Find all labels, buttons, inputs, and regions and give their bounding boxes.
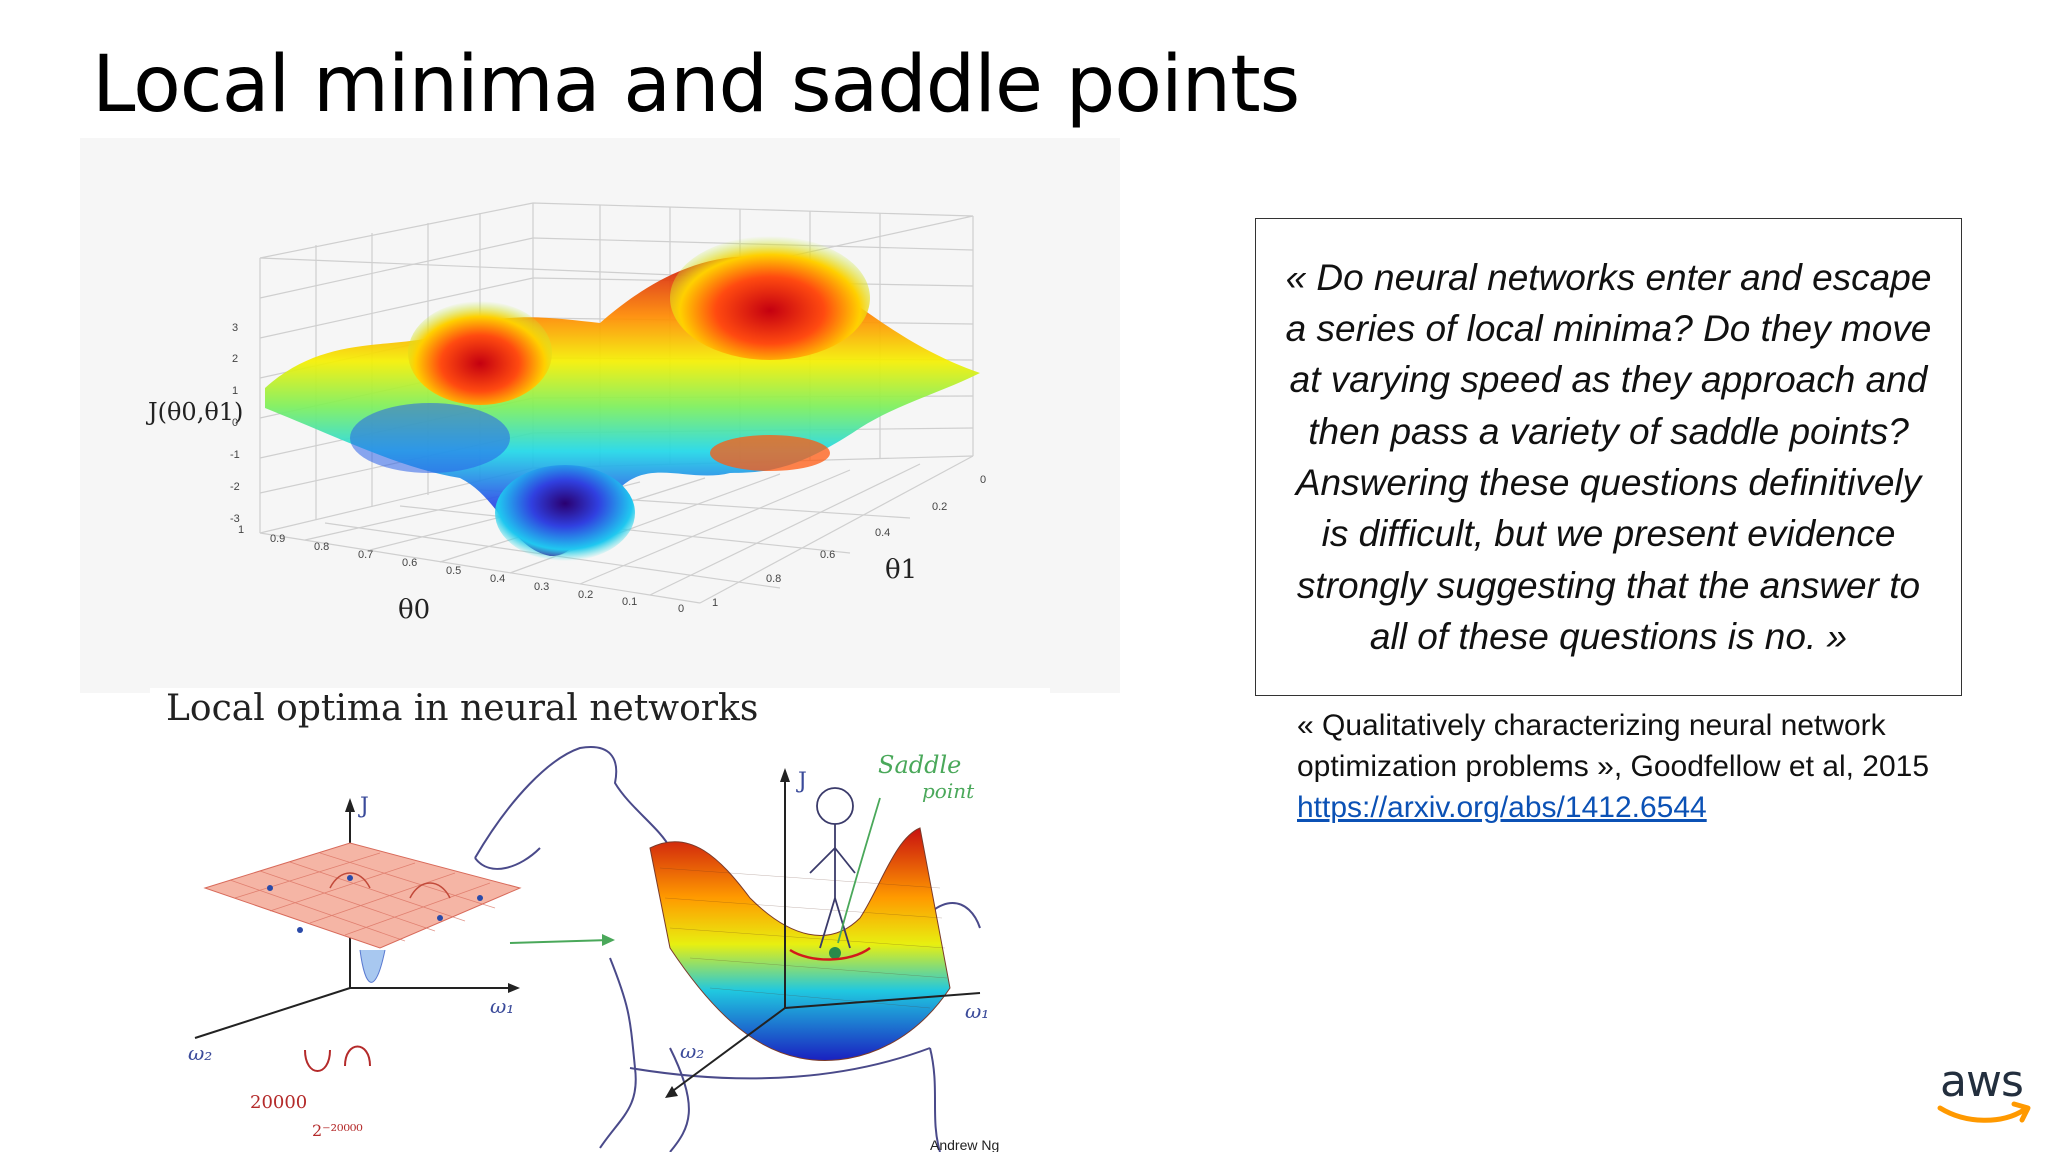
cost-surface — [265, 236, 980, 561]
y-tick: -1 — [230, 449, 240, 461]
z-tick: 0 — [980, 474, 986, 486]
right-axes — [669, 778, 981, 1094]
x-tick: 0.7 — [358, 549, 373, 561]
count-20000: 20000 — [250, 1092, 307, 1113]
quote-text: « Do neural networks enter and escape a … — [1285, 256, 1932, 657]
count-2-power: 2⁻²⁰⁰⁰⁰ — [312, 1121, 363, 1140]
surface-plot-figure: J(θ0,θ1) θ0 θ1 3 2 1 0 -1 -2 -3 1 0.9 0.… — [80, 138, 1120, 693]
y-tick: -2 — [230, 481, 240, 493]
z-tick: 0.4 — [875, 527, 890, 539]
surface-plot-svg: J(θ0,θ1) θ0 θ1 3 2 1 0 -1 -2 -3 1 0.9 0.… — [145, 202, 986, 625]
z-tick: 0.6 — [820, 549, 835, 561]
x-tick: 0.9 — [270, 533, 285, 545]
local-optima-title: Local optima in neural networks — [166, 688, 759, 729]
x-tick: 0.8 — [314, 541, 329, 553]
local-optima-svg: J ω₁ ω₂ 20000 2⁻²⁰⁰⁰⁰ — [188, 746, 999, 1152]
y-tick: 3 — [232, 322, 238, 334]
right-j-label: J — [796, 769, 807, 794]
saddle-label-1: Saddle — [878, 751, 961, 779]
right-w1-label: ω₁ — [965, 999, 989, 1023]
y-tick: 0 — [232, 417, 238, 429]
x-tick: 0.4 — [490, 573, 505, 585]
x-tick: 0.5 — [446, 565, 461, 577]
citation: « Qualitatively characterizing neural ne… — [1297, 705, 1997, 828]
x-tick: 0.2 — [578, 589, 593, 601]
citation-text: « Qualitatively characterizing neural ne… — [1297, 709, 1930, 783]
saddle-surface — [649, 827, 951, 1061]
y-axis-label: J(θ0,θ1) — [145, 398, 243, 426]
x-tick: 0.6 — [402, 557, 417, 569]
x-tick: 0.1 — [622, 596, 637, 608]
x-tick: 1 — [238, 524, 244, 536]
z-tick: 1 — [712, 597, 718, 609]
y-ticks: 3 2 1 0 -1 -2 -3 — [230, 322, 240, 525]
saddle-label-2: point — [922, 779, 975, 803]
citation-link[interactable]: https://arxiv.org/abs/1412.6544 — [1297, 791, 1707, 824]
x-tick: 0 — [678, 603, 684, 615]
left-w1-label: ω₁ — [490, 994, 514, 1018]
y-tick: 2 — [232, 353, 238, 365]
local-optima-figure: Local optima in neural networks — [150, 688, 1050, 1152]
pink-mesh-surface — [203, 842, 522, 983]
y-tick: -3 — [230, 513, 240, 525]
slide-title: Local minima and saddle points — [92, 40, 1300, 130]
right-w2-label: ω₂ — [680, 1039, 704, 1063]
left-w2-label: ω₂ — [188, 1041, 212, 1065]
aws-smile-icon — [1937, 1101, 2031, 1123]
quote-box: « Do neural networks enter and escape a … — [1255, 218, 1962, 696]
x-ticks: 1 0.9 0.8 0.7 0.6 0.5 0.4 0.3 0.2 0.1 0 — [238, 524, 684, 615]
z-ticks: 0 0.2 0.4 0.6 0.8 1 — [712, 474, 986, 609]
y-tick: 1 — [232, 385, 238, 397]
stick-figure — [809, 787, 856, 949]
z-tick: 0.8 — [766, 573, 781, 585]
aws-logo-text: aws — [1940, 1056, 2024, 1107]
x-tick: 0.3 — [534, 581, 549, 593]
andrew-ng-credit: Andrew Ng — [930, 1137, 999, 1152]
aws-logo: aws — [1936, 1056, 2034, 1130]
z-axis-label: θ1 — [885, 555, 917, 585]
x-axis-label: θ0 — [398, 595, 430, 625]
left-j-label: J — [358, 794, 369, 819]
z-tick: 0.2 — [932, 501, 947, 513]
